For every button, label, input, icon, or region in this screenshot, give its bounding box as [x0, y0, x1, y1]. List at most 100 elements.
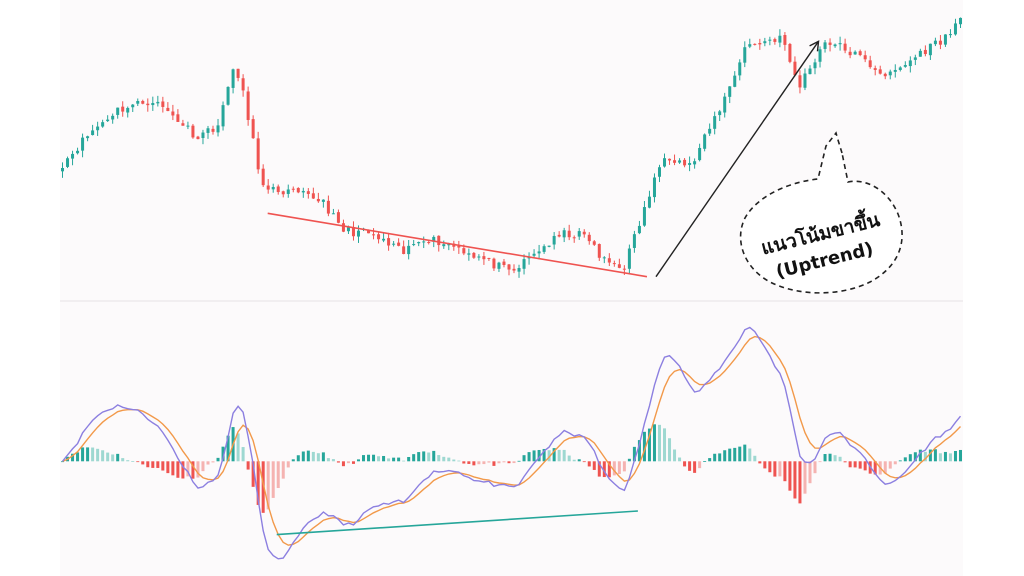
- candle-body: [657, 167, 661, 177]
- candle-body: [637, 225, 641, 234]
- histogram-bar: [557, 449, 561, 462]
- candle-body: [537, 251, 541, 254]
- histogram-bar: [933, 449, 937, 462]
- histogram-bar: [537, 449, 541, 462]
- price-trendline: [267, 212, 648, 278]
- histogram-bar: [803, 461, 807, 494]
- candle-body: [71, 153, 75, 159]
- histogram-bar: [718, 453, 722, 462]
- histogram-bar: [888, 461, 892, 469]
- histogram-bar: [497, 461, 501, 464]
- histogram-bar: [336, 461, 340, 463]
- histogram-bar: [452, 459, 456, 462]
- histogram-bar: [572, 459, 576, 462]
- candle-body: [316, 198, 320, 202]
- histogram-bar: [412, 454, 416, 462]
- histogram-bar: [502, 461, 506, 463]
- histogram-bar: [126, 460, 130, 462]
- histogram-bar: [627, 458, 631, 462]
- candle-body: [753, 43, 757, 45]
- candle-body: [632, 234, 636, 248]
- histogram-bar: [226, 435, 230, 462]
- histogram-bar: [622, 461, 626, 472]
- candle-body: [246, 91, 250, 120]
- uptrend-callout: แนวโน้มขาขึ้น (Uptrend): [739, 131, 903, 294]
- histogram-bar: [61, 461, 65, 463]
- candle-body: [923, 49, 927, 55]
- candle-body: [592, 241, 596, 245]
- histogram-bar: [748, 448, 752, 462]
- histogram-bar: [903, 457, 907, 462]
- histogram-bar: [652, 424, 656, 462]
- candle-body: [693, 161, 697, 165]
- candle-body: [668, 158, 672, 161]
- candle-body: [698, 147, 702, 161]
- candle-body: [131, 104, 135, 108]
- histogram-bar: [592, 461, 596, 470]
- histogram-bar: [477, 461, 481, 465]
- candle-body: [788, 44, 792, 62]
- histogram-bar: [577, 459, 581, 462]
- candle-body: [562, 230, 566, 238]
- candle-body: [482, 256, 486, 260]
- histogram-bar: [938, 453, 942, 462]
- candle-body: [397, 242, 401, 246]
- candle-body: [577, 231, 581, 237]
- candle-body: [878, 69, 882, 74]
- candle-body: [497, 262, 501, 269]
- candle-body: [728, 86, 732, 97]
- histogram-bar: [106, 452, 110, 462]
- candle-body: [502, 261, 506, 265]
- candle-body: [241, 78, 245, 91]
- histogram-bar: [402, 460, 406, 462]
- histogram-bar: [201, 461, 205, 472]
- histogram-bar: [437, 455, 441, 462]
- candle-body: [201, 132, 205, 139]
- histogram-bar: [316, 453, 320, 462]
- candle-body: [216, 125, 220, 133]
- histogram-bar: [798, 461, 802, 504]
- candle-body: [943, 34, 947, 45]
- candle-body: [903, 65, 907, 67]
- histogram-bar: [196, 461, 200, 478]
- candle-body: [908, 60, 912, 67]
- candle-body: [236, 68, 240, 78]
- histogram-bar: [417, 452, 421, 462]
- histogram-bar: [156, 461, 160, 468]
- candle-body: [291, 188, 295, 190]
- candle-body: [813, 62, 817, 69]
- candle-body: [647, 196, 651, 208]
- histogram-bar: [843, 461, 847, 463]
- histogram-bar: [617, 461, 621, 474]
- candle-body: [101, 122, 105, 127]
- candle-body: [597, 244, 601, 258]
- histogram-bar: [487, 461, 491, 463]
- histogram-bar: [367, 454, 371, 462]
- candle-body: [161, 101, 165, 107]
- candle-body: [196, 136, 200, 140]
- candle-body: [487, 257, 491, 259]
- candle-body: [447, 243, 451, 246]
- histogram-bar: [913, 452, 917, 462]
- histogram-bar: [683, 461, 687, 467]
- candle-body: [552, 235, 556, 245]
- candle-body: [587, 234, 591, 242]
- candle-body: [211, 128, 215, 132]
- histogram-bar: [753, 455, 757, 462]
- candle-body: [627, 248, 631, 269]
- candle-body: [933, 40, 937, 45]
- histogram-bar: [647, 428, 651, 462]
- candle-body: [116, 107, 120, 115]
- macd-line: [61, 326, 962, 560]
- histogram-bar: [708, 458, 712, 462]
- histogram-bar: [893, 461, 897, 465]
- uptrend-arrow-head: [809, 40, 820, 52]
- histogram-bar: [151, 461, 155, 468]
- histogram-bar: [512, 461, 516, 464]
- candle-body: [462, 248, 466, 254]
- histogram-bar: [883, 461, 887, 474]
- candle-body: [673, 160, 677, 163]
- histogram-bar: [76, 452, 80, 462]
- histogram-bar: [688, 461, 692, 471]
